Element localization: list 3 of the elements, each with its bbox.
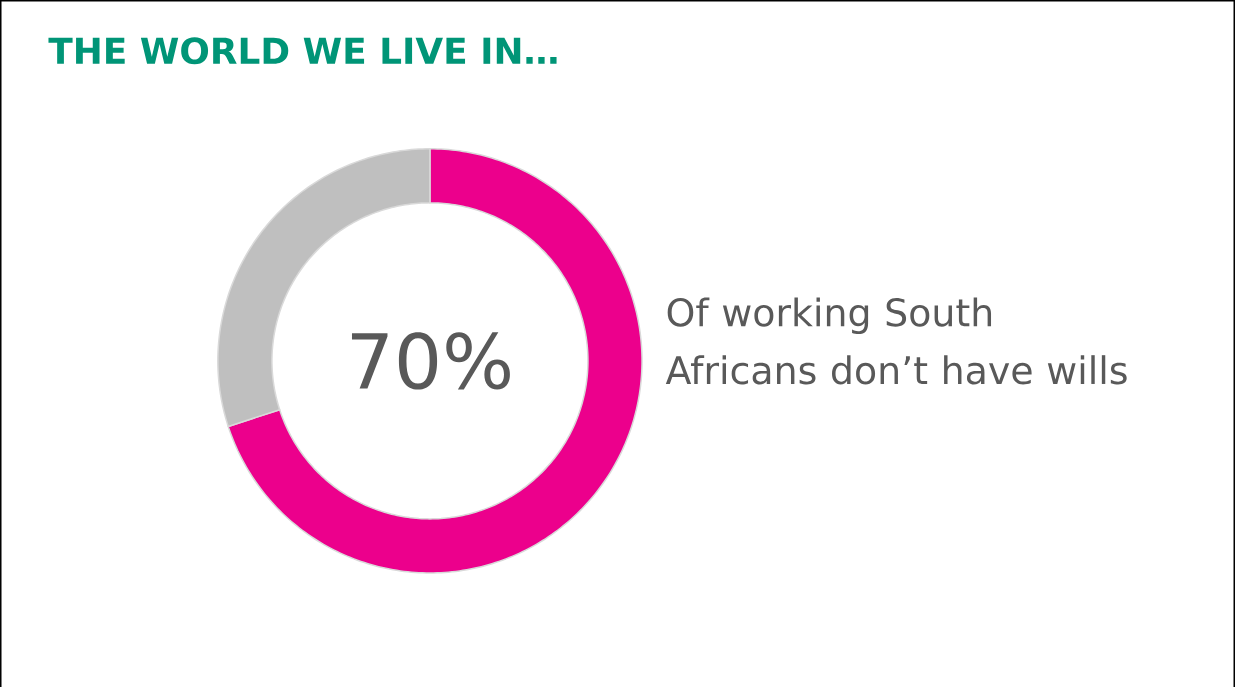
chart-title: THE WORLD WE LIVE IN… — [48, 37, 557, 65]
data-label: 70% — [351, 332, 510, 390]
text: Of working South Africans don’t have wills — [665, 297, 1127, 385]
